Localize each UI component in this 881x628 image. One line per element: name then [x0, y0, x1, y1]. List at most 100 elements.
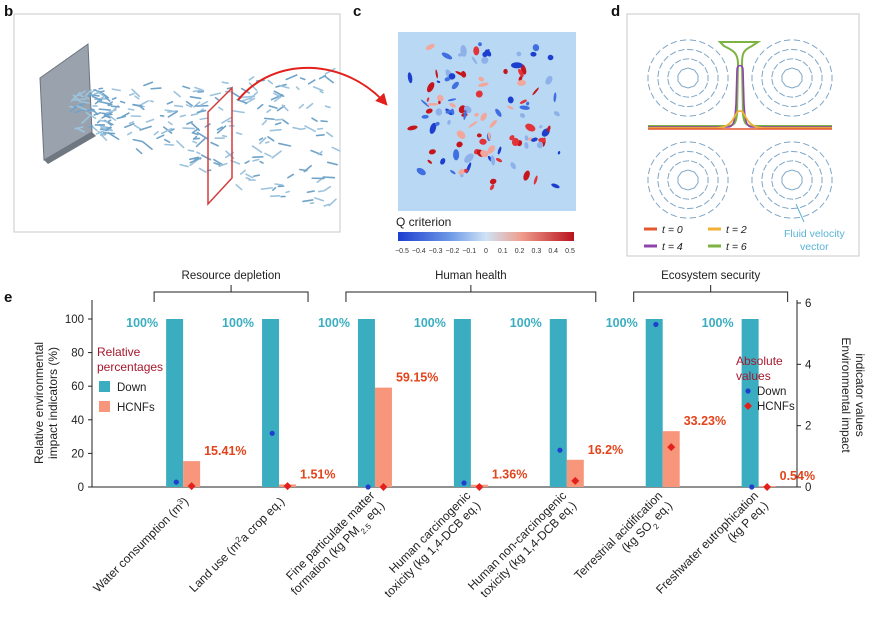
colorbar-tick-label: −0.1 [462, 248, 476, 255]
bar-down [358, 319, 375, 487]
legend-abs-label-hcnf: HCNFs [757, 401, 795, 413]
legend-right-title2: values [736, 369, 771, 383]
colorbar [398, 232, 574, 241]
panel-d-frame [627, 14, 859, 256]
colorbar-tick-label: 0.3 [532, 248, 542, 255]
vortex-streak [261, 188, 272, 189]
vortex-streak [216, 98, 219, 100]
vortex-streak [70, 107, 73, 108]
abs-marker-hcnf [284, 482, 292, 490]
vortex-streak [317, 135, 324, 136]
vortex-streak [286, 75, 297, 80]
vortex-streak [133, 140, 142, 142]
x-tick-label-line1: Human non-carcinogenic [465, 489, 569, 593]
vortex-streak [135, 96, 139, 99]
label-hcnf: 16.2% [588, 443, 623, 457]
vortex-streak [165, 110, 172, 111]
vortex-streak [197, 139, 205, 147]
y-left-tick-label: 20 [71, 448, 84, 460]
vortex-streak [202, 155, 211, 160]
vortex-streak [307, 191, 314, 192]
vortex-streak [293, 128, 300, 130]
y-left-tick-label: 100 [65, 314, 84, 326]
x-tick-label-line1: Terrestrial acidification [571, 489, 665, 583]
vortex-streak [128, 132, 132, 134]
velocity-vector [787, 161, 793, 162]
vortex-streak [270, 130, 281, 131]
abs-marker-down [653, 322, 658, 327]
x-tick-text: Land use (m [186, 538, 243, 595]
vortex-streak [249, 77, 253, 80]
vortex-streak [325, 76, 333, 83]
panel-b-image [14, 14, 340, 232]
vortex-streak [260, 138, 263, 140]
vortex-streak [144, 82, 153, 85]
vortex-streak [200, 118, 207, 119]
vortex-streak [89, 95, 98, 96]
colorbar-tick-label: −0.5 [395, 248, 409, 255]
x-tick-label-group: Water consumption (m3) [90, 494, 191, 595]
vortex-streak [273, 188, 276, 190]
cut-plane [208, 88, 232, 204]
vortex-streak [326, 106, 330, 107]
vortex-streak [258, 105, 263, 109]
group-bracket [346, 285, 596, 302]
vortex-streak [175, 106, 183, 107]
vortex-streak [132, 89, 139, 96]
vortex-streak [246, 174, 253, 177]
vortex-streak [140, 126, 151, 130]
vortex-streak [200, 168, 207, 172]
x-tick-label-group: Land use (m2a crop eq.) [186, 494, 287, 595]
vortex-streak [272, 151, 281, 158]
vortex-streak [125, 124, 134, 128]
vortex-streak [108, 120, 111, 121]
colorbar-tick-label: 0 [484, 248, 488, 255]
vortex-streak [101, 135, 106, 140]
vortex-streak [150, 101, 153, 102]
vortex-streak [113, 98, 116, 99]
vortex-streak [223, 136, 227, 137]
label-down: 100% [318, 316, 350, 330]
legend-swatch-down [99, 381, 110, 392]
vortex-streak [191, 114, 195, 115]
y-right-title-line1: Environmental impact [839, 337, 853, 453]
vortex-streak [328, 162, 337, 164]
y-right-title-line2: indicator values [853, 353, 867, 436]
colorbar-tick-label: −0.4 [412, 248, 426, 255]
group-label: Resource depletion [182, 270, 281, 282]
y-left-title-line1: Relative environmental [32, 342, 46, 464]
vortex-streak [193, 141, 197, 142]
vortex-streak [267, 110, 270, 112]
y-right-tick-label: 4 [805, 359, 812, 371]
vortex-streak [260, 162, 263, 163]
x-tick-text: Fine particulate matter [283, 489, 377, 583]
bar-down [550, 319, 567, 487]
vortex-streak [197, 152, 200, 153]
colorbar-tick-label: −0.3 [429, 248, 443, 255]
vortex-streak [266, 142, 269, 143]
velocity-vector [683, 97, 689, 98]
vortex-streak [143, 142, 152, 149]
vortex-streak [89, 126, 92, 127]
vortex-streak [253, 146, 262, 152]
vortex-streak [318, 129, 323, 130]
x-tick-label-line1: Land use (m2a crop eq.) [186, 494, 287, 595]
y-right-tick-label: 0 [805, 482, 811, 494]
y-left-tick-label: 0 [78, 482, 84, 494]
legend-label: t = 6 [726, 241, 747, 253]
vortex-streak [222, 82, 228, 83]
colorbar-title: Q criterion [396, 215, 451, 229]
velocity-vector [683, 59, 689, 60]
annotation-line1: Fluid velocity [784, 228, 845, 240]
vortex-streak [130, 122, 134, 124]
vortex-streak [286, 192, 289, 193]
legend-abs-label-down: Down [757, 386, 786, 398]
vortex-streak [301, 78, 305, 79]
vortex-streak [180, 115, 185, 116]
vortex-streak [99, 109, 110, 110]
velocity-vector [787, 199, 793, 200]
vortex-streak [329, 199, 336, 205]
label-hcnf: 33.23% [684, 414, 726, 428]
label-down: 100% [606, 316, 638, 330]
